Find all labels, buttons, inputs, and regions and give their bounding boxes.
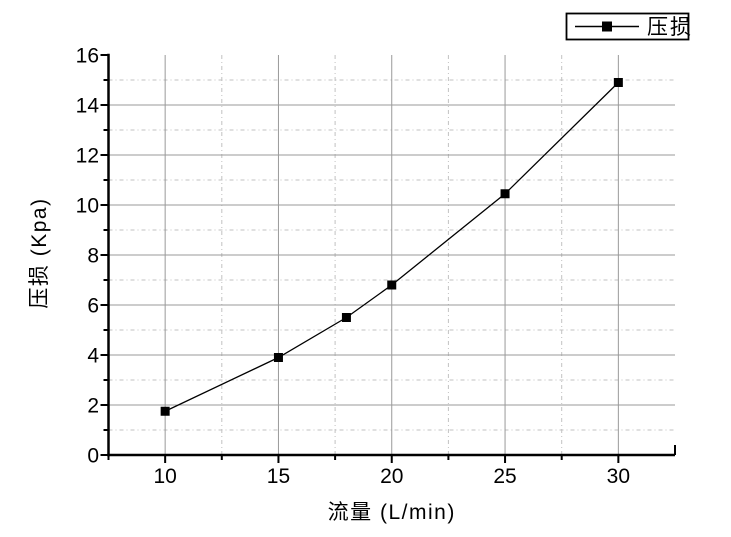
y-axis-title: 压损 (Kpa) <box>28 197 51 308</box>
y-tick-label: 14 <box>76 95 100 118</box>
x-tick-label: 15 <box>267 465 290 488</box>
data-point-marker <box>341 313 351 322</box>
y-tick-label: 6 <box>87 295 99 318</box>
legend-marker-square <box>602 21 612 32</box>
tick-labels: 10 15 20 25 30 0 2 4 6 8 10 12 14 16 <box>76 45 630 489</box>
y-tick-label: 16 <box>76 45 99 68</box>
x-axis-title: 流量 (L/min) <box>328 501 456 524</box>
data-point-marker <box>387 280 397 290</box>
tick-marks <box>100 54 620 463</box>
data-point-marker <box>613 78 623 87</box>
x-tick-label: 20 <box>380 465 403 488</box>
x-tick-label: 30 <box>607 465 630 488</box>
y-tick-label: 0 <box>87 445 99 468</box>
data-series <box>160 78 623 416</box>
data-point-marker <box>160 406 170 416</box>
legend: 压损 <box>565 12 693 41</box>
y-tick-label: 8 <box>87 245 99 268</box>
x-tick-label: 10 <box>153 465 176 488</box>
y-tick-label: 2 <box>87 395 99 418</box>
data-line <box>164 82 619 412</box>
y-tick-label: 10 <box>76 195 99 218</box>
y-tick-label: 4 <box>87 345 99 368</box>
major-gridlines <box>108 55 675 455</box>
data-point-marker <box>500 189 510 199</box>
x-tick-label: 25 <box>493 465 516 488</box>
legend-label: 压损 <box>647 16 693 39</box>
y-tick-label: 12 <box>76 145 99 168</box>
data-point-marker <box>273 353 283 362</box>
